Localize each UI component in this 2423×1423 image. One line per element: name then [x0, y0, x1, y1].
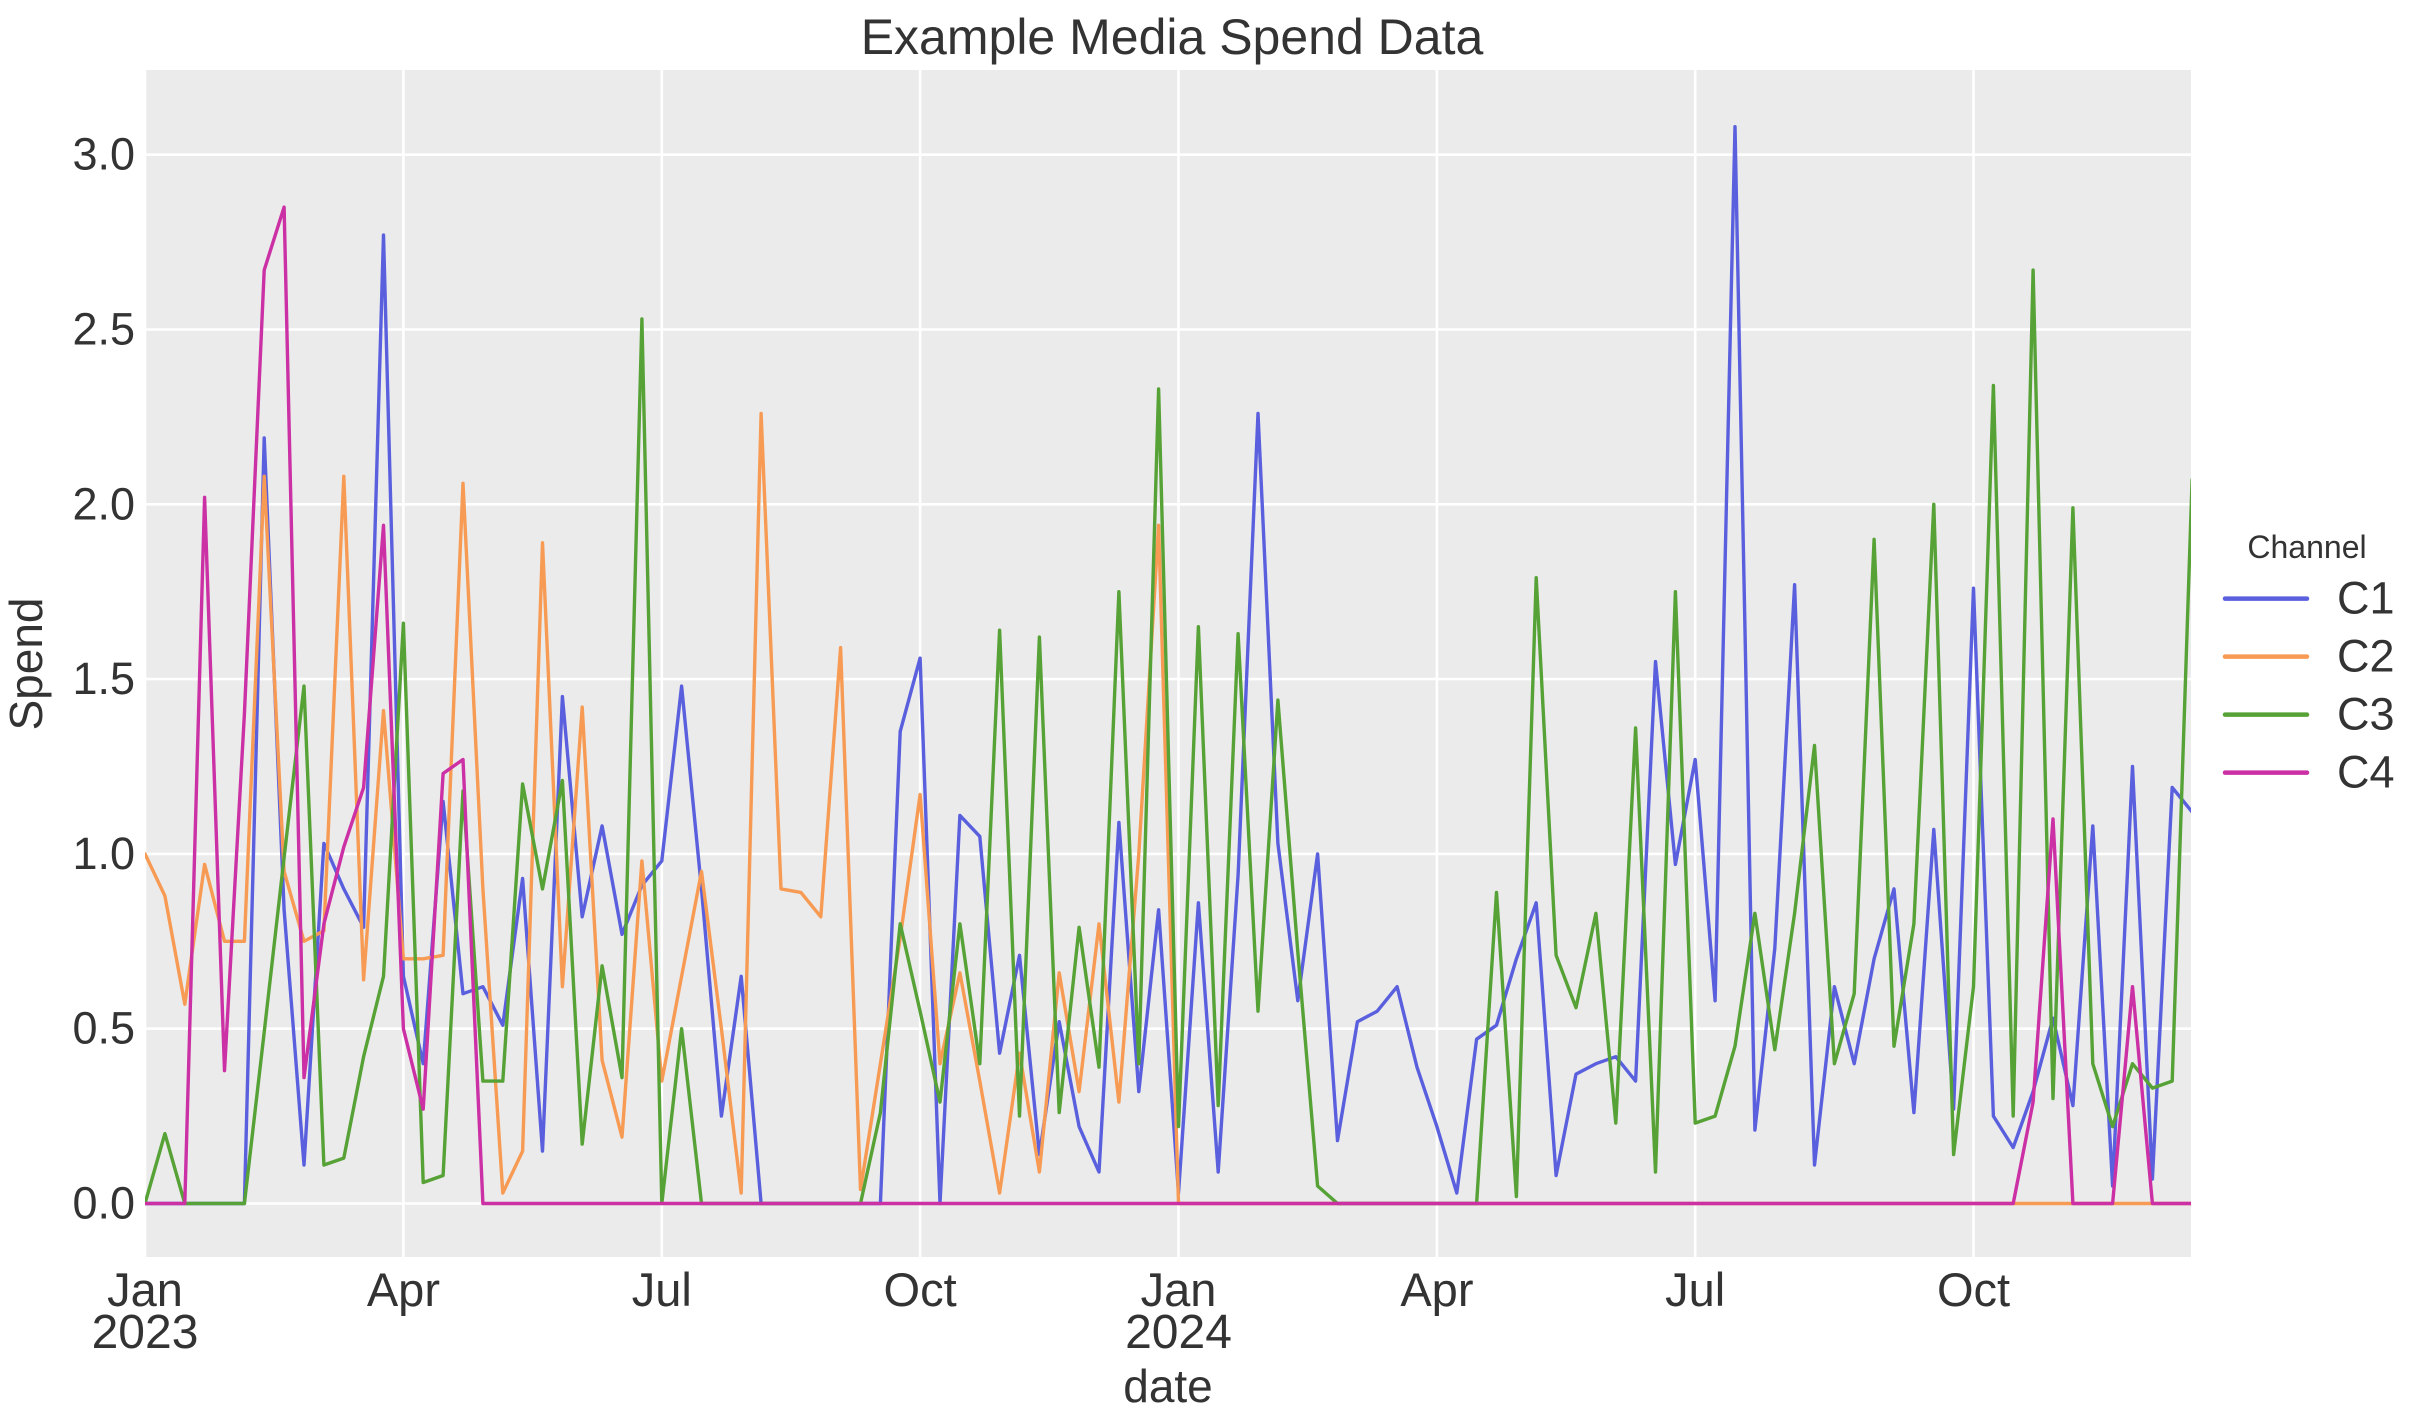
svg-text:C2: C2: [2337, 631, 2395, 682]
svg-text:Oct: Oct: [1937, 1263, 2010, 1316]
svg-text:Channel: Channel: [2247, 529, 2366, 565]
svg-text:Oct: Oct: [884, 1263, 957, 1316]
svg-text:Spend: Spend: [0, 597, 52, 730]
svg-text:Jul: Jul: [1665, 1263, 1725, 1316]
svg-text:1.5: 1.5: [72, 653, 135, 704]
svg-text:date: date: [1123, 1360, 1213, 1412]
svg-text:1.0: 1.0: [72, 828, 135, 879]
svg-text:2.5: 2.5: [72, 304, 135, 355]
svg-text:Example Media Spend Data: Example Media Spend Data: [861, 9, 1484, 65]
svg-text:C3: C3: [2337, 689, 2395, 740]
svg-text:Apr: Apr: [367, 1263, 440, 1316]
svg-text:Apr: Apr: [1400, 1263, 1473, 1316]
svg-text:3.0: 3.0: [72, 129, 135, 180]
svg-text:2.0: 2.0: [72, 478, 135, 529]
svg-text:Jul: Jul: [632, 1263, 692, 1316]
svg-text:Jan: Jan: [107, 1263, 183, 1316]
svg-text:0.5: 0.5: [72, 1003, 135, 1054]
svg-text:2024: 2024: [1125, 1306, 1232, 1359]
svg-text:2023: 2023: [92, 1306, 199, 1359]
svg-text:C4: C4: [2337, 747, 2395, 798]
svg-text:0.0: 0.0: [72, 1178, 135, 1229]
svg-text:C1: C1: [2337, 573, 2395, 624]
svg-text:Jan: Jan: [1141, 1263, 1217, 1316]
